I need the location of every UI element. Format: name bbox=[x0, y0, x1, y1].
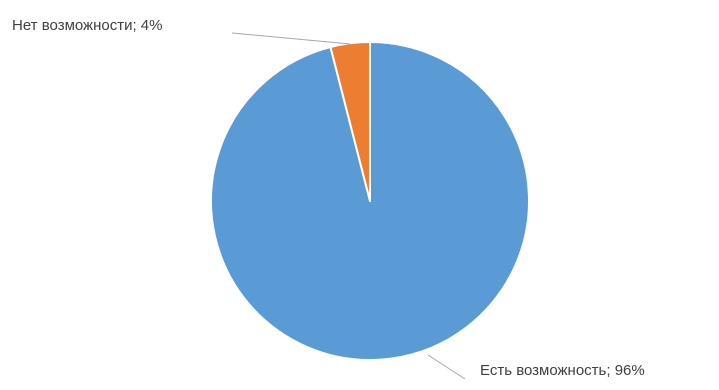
leader-line-0 bbox=[427, 354, 466, 380]
pie-slice-1 bbox=[329, 41, 371, 202]
data-label-1: Нет возможности; 4% bbox=[12, 17, 162, 34]
data-label-0: Есть возможность; 96% bbox=[480, 362, 645, 379]
leader-line-1 bbox=[231, 32, 351, 45]
